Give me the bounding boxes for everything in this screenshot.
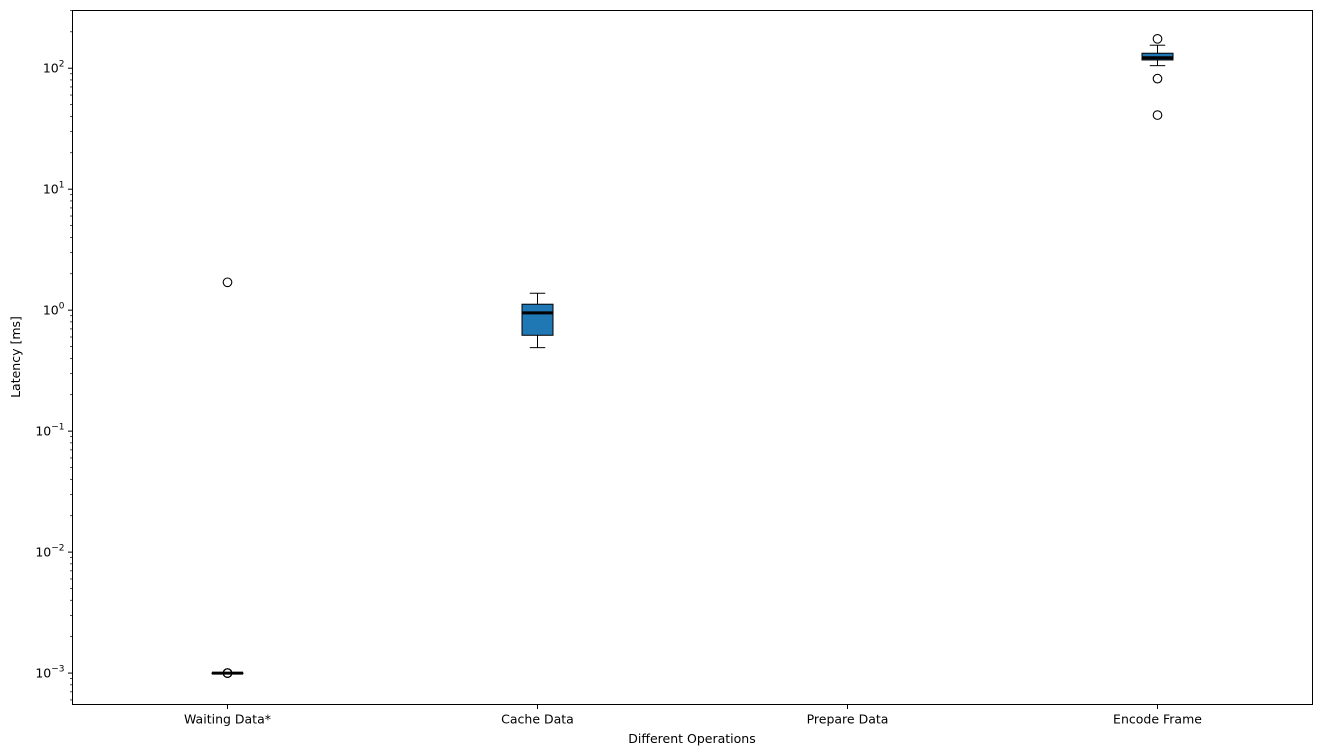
box-group — [211, 277, 244, 678]
outlier-point — [1152, 33, 1163, 44]
box-group — [1141, 33, 1174, 120]
x-tick-label: Cache Data — [501, 712, 574, 727]
x-axis-label: Different Operations — [628, 731, 755, 746]
x-tick-label: Encode Frame — [1113, 712, 1202, 727]
box — [521, 303, 554, 336]
y-tick-label: 10−3 — [35, 665, 64, 681]
x-axis: Waiting Data* Cache Data Prepare Data Encod… — [184, 704, 1202, 727]
y-axis-label: Latency [ms] — [8, 316, 23, 398]
boxes — [211, 33, 1174, 678]
y-tick-label: 10−1 — [35, 423, 64, 439]
x-tick-label: Prepare Data — [807, 712, 889, 727]
y-tick-label: 101 — [43, 181, 65, 197]
plot-area — [72, 10, 1313, 705]
y-tick-label: 10−2 — [35, 544, 64, 560]
outlier-point — [1152, 110, 1163, 120]
x-tick-label: Waiting Data* — [184, 712, 271, 727]
outlier-point — [1152, 73, 1163, 84]
y-tick-label: 100 — [43, 302, 65, 318]
box-group — [521, 292, 554, 349]
outlier-point — [222, 668, 233, 678]
outlier-point — [222, 277, 233, 288]
y-tick-label: 102 — [43, 60, 65, 76]
y-axis: 10−3 10−2 10−1 100 101 102 — [35, 10, 73, 701]
